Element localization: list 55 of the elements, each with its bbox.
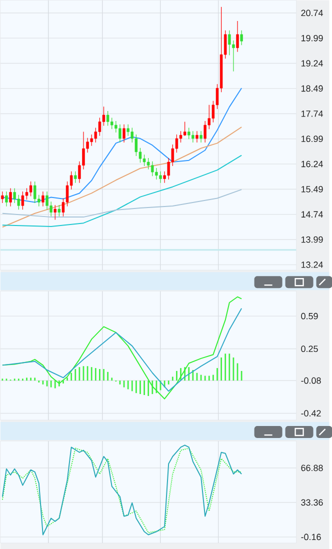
candlestick <box>118 124 122 143</box>
candlestick <box>41 191 44 207</box>
candlestick <box>146 158 150 170</box>
line-series <box>2 126 242 228</box>
line-series <box>2 154 242 227</box>
candlestick <box>204 120 206 143</box>
candlestick <box>122 124 126 143</box>
y-tick-label: -0.42 <box>301 410 321 416</box>
y-tick-label: 14.74 <box>301 211 323 218</box>
y-tick-label: 19.99 <box>301 34 323 42</box>
candlestick <box>17 194 20 210</box>
y-tick-label: 33.36 <box>301 499 323 506</box>
y-tick-label: 17.74 <box>301 110 323 117</box>
y-tick-label: 18.49 <box>301 85 323 92</box>
y-tick-label: 0.59 <box>301 312 318 320</box>
candlestick <box>200 130 202 143</box>
y-tick-label: 20.74 <box>301 10 323 16</box>
candlestick <box>106 110 110 126</box>
y-tick-label: 16.99 <box>301 136 323 142</box>
candlestick <box>110 117 114 130</box>
candlestick <box>9 188 12 207</box>
candlestick <box>236 20 239 52</box>
y-tick-label: -0.16 <box>301 534 321 540</box>
candlestick <box>58 204 60 217</box>
candlestick <box>183 121 186 136</box>
y-tick-label: 0.25 <box>301 346 318 352</box>
candlestick <box>46 191 48 210</box>
line-series <box>2 88 242 203</box>
y-tick-label: 13.24 <box>301 262 323 268</box>
line-series <box>2 189 242 218</box>
candlestick <box>142 154 146 166</box>
candlestick <box>191 130 194 143</box>
candlestick <box>195 130 198 143</box>
candlestick <box>240 30 243 46</box>
y-tick-label: 19.24 <box>301 60 323 66</box>
candlestick <box>54 204 56 220</box>
candlestick <box>33 181 36 204</box>
candlestick <box>4 191 8 207</box>
candlestick <box>187 127 190 140</box>
candlestick <box>159 171 162 184</box>
y-tick-label: 16.24 <box>301 160 323 168</box>
y-tick-label: 66.88 <box>301 464 323 472</box>
y-tick-label: 13.99 <box>301 236 323 243</box>
candlestick <box>150 161 154 176</box>
candlestick <box>228 30 231 56</box>
candlestick <box>90 134 93 146</box>
candlestick <box>13 188 16 204</box>
line-series <box>2 308 242 392</box>
y-tick-label: 15.49 <box>301 186 323 192</box>
y-tick-label: -0.08 <box>301 377 321 384</box>
candlestick <box>126 124 130 136</box>
candlestick <box>29 181 32 197</box>
candlestick <box>74 171 77 184</box>
candlestick <box>0 191 4 204</box>
candlestick <box>154 168 158 180</box>
